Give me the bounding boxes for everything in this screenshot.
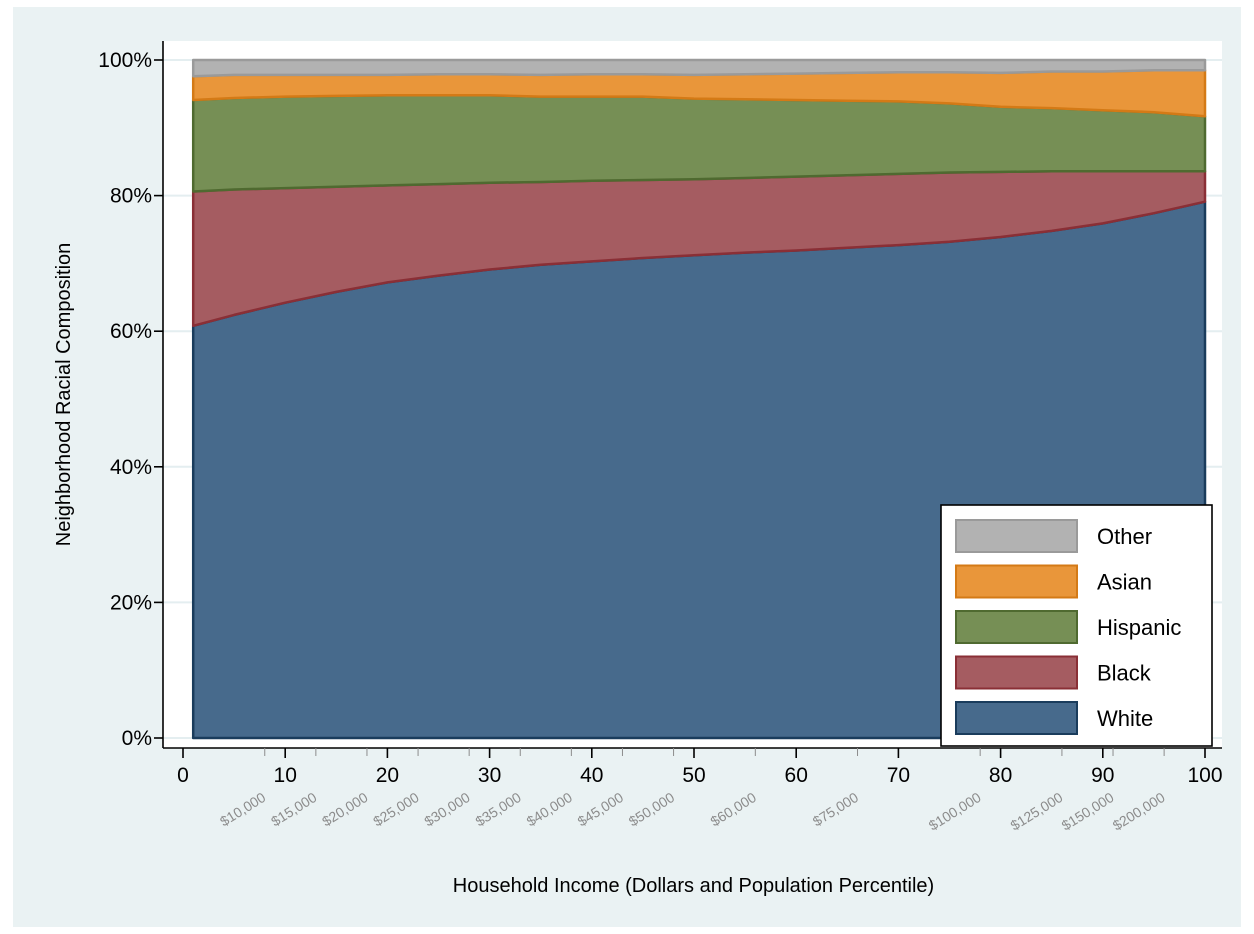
x-tick-label: 70 bbox=[887, 764, 910, 787]
x-tick-label: 50 bbox=[682, 764, 705, 787]
y-tick-label: 80% bbox=[110, 185, 152, 208]
y-tick-label: 20% bbox=[110, 591, 152, 614]
x-tick-label: 100 bbox=[1187, 764, 1222, 787]
legend-label-other: Other bbox=[1097, 524, 1152, 549]
income-tick-label: $200,000 bbox=[1110, 789, 1168, 834]
legend-label-asian: Asian bbox=[1097, 570, 1152, 595]
y-axis-title: Neighborhood Racial Composition bbox=[53, 243, 75, 547]
income-tick-label: $20,000 bbox=[319, 789, 371, 829]
x-tick-label: 30 bbox=[478, 764, 501, 787]
y-tick-label: 100% bbox=[98, 49, 152, 72]
x-tick-label: 10 bbox=[274, 764, 297, 787]
legend-swatch-black bbox=[955, 655, 1078, 690]
income-tick-label: $125,000 bbox=[1007, 789, 1065, 834]
income-tick-label: $75,000 bbox=[810, 789, 862, 829]
legend-swatch-other bbox=[955, 519, 1078, 553]
income-tick-label: $35,000 bbox=[472, 789, 524, 829]
legend-swatch-white bbox=[955, 701, 1078, 735]
area-series-other bbox=[191, 58, 1207, 78]
x-tick-label: 90 bbox=[1091, 764, 1114, 787]
x-tick-label: 60 bbox=[785, 764, 808, 787]
income-tick-label: $60,000 bbox=[708, 789, 760, 829]
income-tick-label: $40,000 bbox=[524, 789, 576, 829]
income-tick-label: $15,000 bbox=[268, 789, 320, 829]
income-tick-label: $10,000 bbox=[217, 789, 269, 829]
legend-label-hispanic: Hispanic bbox=[1097, 615, 1181, 640]
income-tick-label: $30,000 bbox=[421, 789, 473, 829]
legend-swatch-hispanic bbox=[955, 610, 1078, 644]
y-tick-label: 60% bbox=[110, 320, 152, 343]
legend-swatch-asian bbox=[955, 564, 1078, 599]
x-tick-label: 40 bbox=[580, 764, 603, 787]
x-tick-label: 20 bbox=[376, 764, 399, 787]
legend-label-white: White bbox=[1097, 706, 1153, 731]
x-tick-label: 0 bbox=[177, 764, 189, 787]
legend-label-black: Black bbox=[1097, 661, 1152, 686]
x-axis-title: Household Income (Dollars and Population… bbox=[453, 875, 934, 897]
income-tick-label: $45,000 bbox=[575, 789, 627, 829]
income-tick-label: $100,000 bbox=[926, 789, 984, 834]
income-tick-label: $25,000 bbox=[370, 789, 422, 829]
y-tick-label: 40% bbox=[110, 456, 152, 479]
income-tick-label: $150,000 bbox=[1059, 789, 1117, 834]
x-tick-label: 80 bbox=[989, 764, 1012, 787]
income-tick-label: $50,000 bbox=[626, 789, 678, 829]
y-tick-label: 0% bbox=[122, 727, 152, 750]
